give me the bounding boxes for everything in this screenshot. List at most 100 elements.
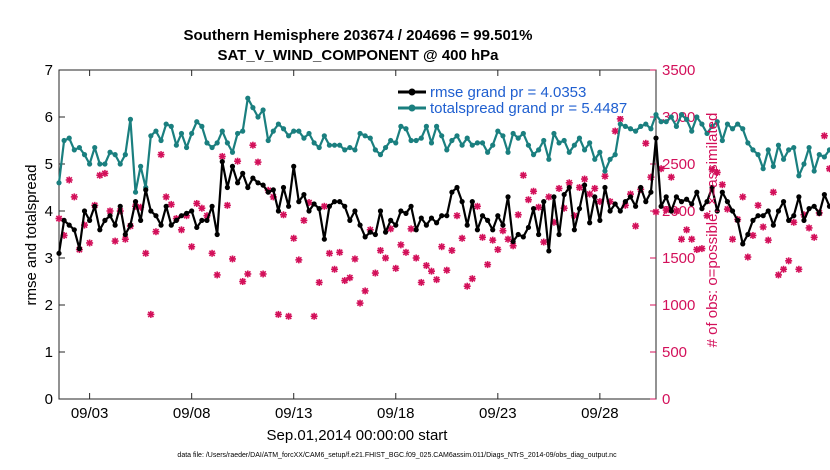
rmse-point (301, 191, 307, 198)
rmse-point (745, 231, 751, 238)
rmse-point (806, 206, 812, 212)
totalspread-point (245, 95, 251, 101)
obs-point (361, 287, 369, 295)
obs-point (683, 226, 691, 234)
rmse-point (316, 206, 322, 212)
obs-point (530, 187, 538, 195)
rmse-point (643, 199, 649, 205)
obs-point (723, 205, 731, 213)
totalspread-point (500, 133, 506, 139)
totalspread-point (780, 156, 787, 162)
totalspread-point (275, 121, 282, 127)
totalspread-point (367, 135, 373, 141)
y2-tick-label: 500 (662, 344, 687, 361)
chart-title: Southern Hemisphere 203674 / 204696 = 99… (184, 27, 533, 44)
rmse-point (612, 201, 618, 207)
rmse-point (433, 220, 440, 226)
rmse-point (398, 208, 404, 214)
obs-point (688, 235, 696, 243)
obs-point (473, 202, 481, 210)
totalspread-point (112, 152, 118, 158)
rmse-point (464, 222, 470, 228)
obs-point (575, 184, 583, 191)
totalspread-point (163, 121, 169, 127)
rmse-point (189, 208, 195, 214)
rmse-point (204, 217, 210, 223)
rmse-point (245, 184, 251, 191)
rmse-point (296, 199, 302, 205)
totalspread-point (474, 140, 481, 146)
y2-tick-label: 3500 (662, 62, 695, 79)
totalspread-point (714, 119, 720, 125)
rmse-point (490, 227, 496, 233)
rmse-point (321, 236, 327, 242)
totalspread-point (413, 137, 419, 144)
obs-point (443, 266, 451, 274)
rmse-point (444, 213, 450, 219)
rmse-point (234, 180, 241, 186)
totalspread-point (183, 144, 190, 151)
obs-point (249, 141, 257, 149)
totalspread-point (102, 161, 108, 167)
obs-point (739, 193, 747, 201)
totalspread-point (408, 137, 414, 144)
y-tick-label: 1 (45, 344, 53, 361)
totalspread-point (97, 161, 103, 167)
y-tick-label: 0 (45, 391, 53, 408)
totalspread-point (342, 147, 348, 153)
rmse-point (510, 238, 516, 245)
x-tick-label: 09/08 (173, 405, 211, 422)
rmse-point (66, 222, 72, 228)
totalspread-point (224, 140, 230, 146)
totalspread-point (668, 114, 674, 120)
rmse-point (454, 184, 460, 191)
obs-point (764, 236, 772, 244)
obs-point (744, 253, 752, 261)
x-axis-label: Sep.01,2014 00:00:00 start (267, 427, 449, 444)
obs-point (759, 223, 767, 231)
obs-point (453, 212, 461, 220)
rmse-point (377, 208, 384, 214)
totalspread-point (71, 147, 77, 153)
x-tick-label: 09/13 (275, 405, 313, 422)
obs-point (433, 276, 441, 284)
totalspread-point (592, 156, 598, 162)
rmse-point (459, 199, 465, 205)
obs-point (300, 216, 308, 224)
obs-point (652, 208, 660, 216)
totalspread-point (240, 128, 246, 134)
totalspread-point (632, 128, 639, 134)
totalspread-point (648, 126, 654, 132)
obs-point (341, 277, 349, 285)
rmse-point (127, 222, 134, 228)
totalspread-point (709, 123, 715, 129)
rmse-point (515, 231, 521, 238)
rmse-point (607, 208, 613, 214)
obs-point (208, 249, 216, 257)
rmse-point (439, 213, 445, 219)
rmse-point (132, 199, 139, 205)
obs-point (463, 282, 471, 290)
rmse-point (699, 206, 705, 212)
rmse-point (663, 194, 669, 200)
rmse-point (786, 217, 792, 223)
totalspread-point (286, 133, 292, 139)
rmse-point (796, 194, 802, 200)
rmse-point (576, 206, 583, 212)
totalspread-point (92, 144, 98, 151)
totalspread-point (729, 126, 736, 132)
totalspread-point (107, 149, 113, 155)
rmse-point (765, 208, 771, 214)
rmse-point (546, 248, 552, 254)
rmse-point (102, 217, 108, 223)
totalspread-point (530, 152, 537, 158)
totalspread-point (643, 121, 649, 127)
totalspread-point (678, 112, 685, 118)
rmse-point (479, 213, 486, 219)
totalspread-point (597, 149, 603, 155)
rmse-point (352, 208, 358, 214)
rmse-point (367, 229, 373, 235)
rmse-point (520, 234, 526, 240)
rmse-point (112, 222, 118, 228)
totalspread-point (689, 128, 695, 134)
